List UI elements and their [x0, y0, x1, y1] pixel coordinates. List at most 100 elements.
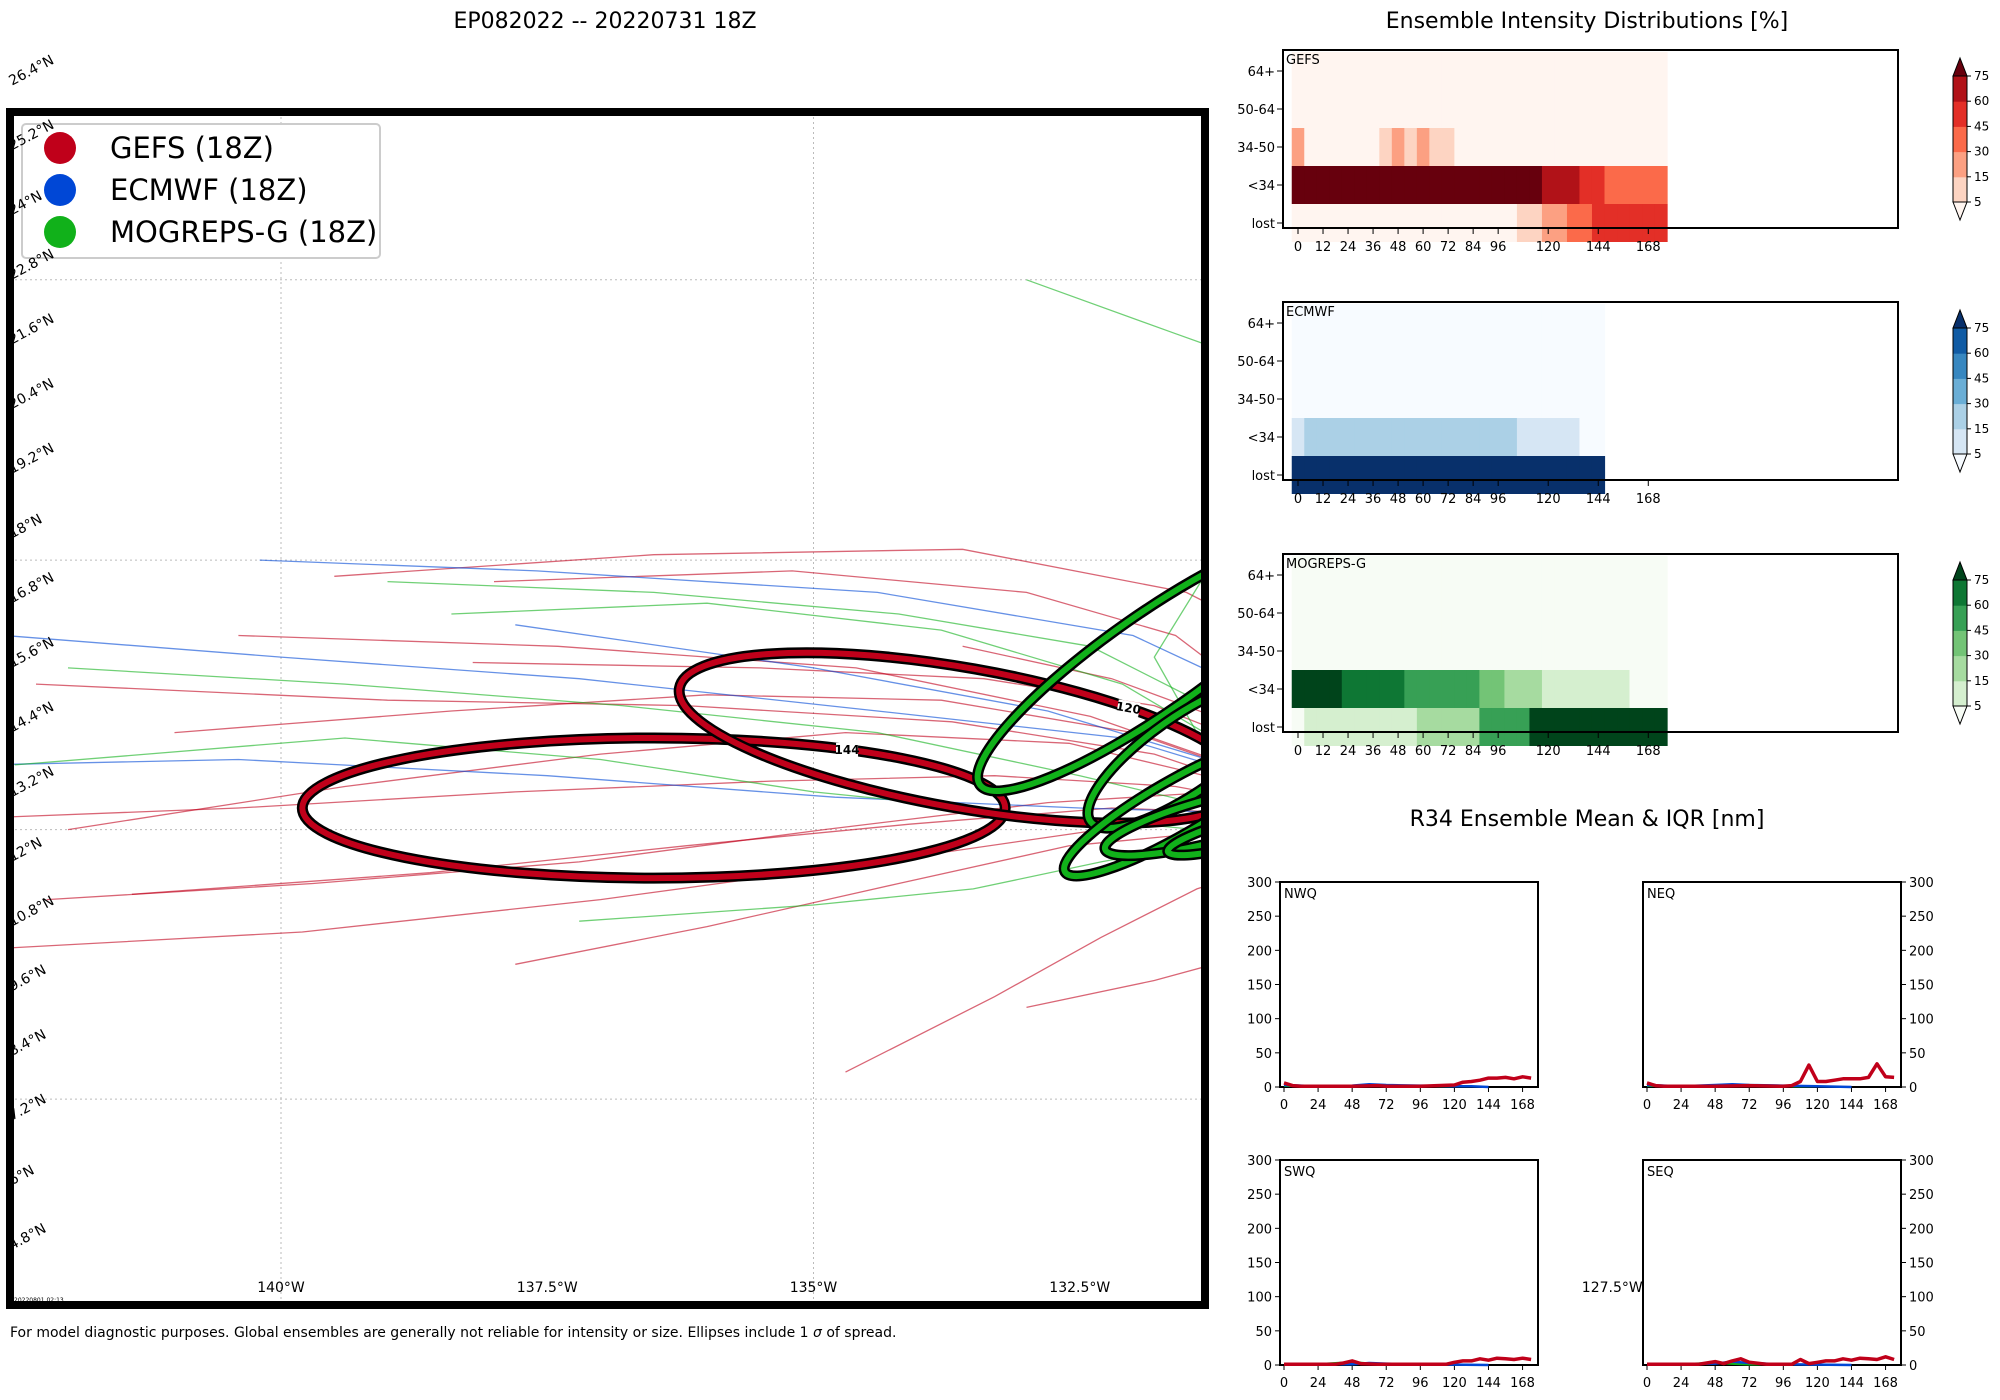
heatmap-cell	[1466, 380, 1480, 418]
heatmap-cell	[1354, 670, 1368, 708]
heatmap-cell	[1416, 204, 1430, 242]
heatmap-cell	[1629, 90, 1643, 128]
gefs-ellipse-0: 0	[1303, 820, 1388, 857]
heatmap-cell	[1341, 708, 1355, 746]
gefs-ellipse-label-144: 144	[835, 743, 860, 757]
heatmap-cell	[1491, 594, 1506, 632]
gefs-ellipse-outline-12	[1290, 788, 1402, 849]
heatmap-cell	[1529, 380, 1543, 418]
mogreps-ellipse-72: 72	[972, 528, 1238, 797]
heatmap-cell	[1629, 52, 1643, 90]
r34-x-tick-label: 0	[1643, 1376, 1651, 1391]
heatmap-cell	[1617, 632, 1631, 670]
heatmap-cell	[1291, 594, 1305, 632]
r34-frame	[1279, 1159, 1539, 1366]
mogreps-ellipse-label-72: 72	[1216, 552, 1238, 573]
heatmap-cell	[1429, 52, 1443, 90]
gefs-ellipse-label-bg-12	[1360, 787, 1384, 805]
heatmap-cell	[1541, 166, 1556, 204]
mogreps-ellipse-fill-72	[974, 531, 1205, 794]
heatmap-cell	[1291, 166, 1305, 204]
heatmap-cell	[1316, 556, 1330, 594]
x-tick-label: 84	[1465, 492, 1482, 507]
x-tick-label: 120	[1536, 744, 1561, 759]
gefs-track-9	[845, 885, 1205, 1073]
heatmap-cell	[1441, 304, 1455, 342]
lon-tick-label-2: 135°W	[790, 1280, 838, 1296]
r34-y-tick-label: 100	[1909, 1291, 1934, 1306]
heatmap-panel-label: GEFS	[1286, 53, 1320, 68]
gefs-track-8	[515, 832, 1205, 965]
heatmap-cell	[1441, 342, 1455, 380]
heatmap-cell	[1429, 304, 1443, 342]
lon-tick-label-5: 127.5°W	[1582, 1280, 1643, 1296]
heatmap-cell	[1529, 90, 1543, 128]
r34-frame	[1279, 881, 1539, 1088]
colorbar-tick-label: 30	[1974, 649, 1989, 663]
heatmap-cell	[1291, 670, 1305, 708]
heatmap-cell	[1554, 128, 1568, 166]
heatmap-cell	[1504, 594, 1518, 632]
gefs-track-20	[1026, 966, 1205, 1009]
heatmap-cell	[1291, 128, 1305, 166]
gefs-track-19	[238, 634, 1205, 757]
heatmap-cell	[1429, 166, 1443, 204]
heatmap-cell	[1291, 708, 1305, 746]
heatmap-cell	[1466, 90, 1480, 128]
heatmap-cell	[1466, 128, 1480, 166]
heatmap-cell	[1416, 90, 1430, 128]
heatmap-cell	[1642, 556, 1656, 594]
mogreps-ellipse-label-48: 48	[1210, 681, 1232, 702]
heatmap-cell	[1429, 204, 1443, 242]
r34-panel-seq: SEQ 300 250 200 150 100 50 0 0 24 48 72 96 120 144 168	[1642, 1154, 1934, 1391]
legend-label-1: ECMWF (18Z)	[110, 173, 308, 207]
heatmap-cell	[1454, 342, 1468, 380]
heatmap-cell	[1341, 204, 1355, 242]
heatmap-cell	[1541, 52, 1556, 90]
heatmap-cell	[1541, 456, 1556, 494]
heatmap-cell	[1566, 90, 1581, 128]
mogreps-track-5	[579, 842, 1205, 922]
gefs-track-14	[67, 731, 1205, 831]
heatmap-cell	[1316, 90, 1330, 128]
colorbar-segment	[1953, 680, 1967, 707]
heatmap-cell	[1391, 128, 1405, 166]
heatmap-cell	[1329, 90, 1343, 128]
heatmap-cell	[1341, 632, 1355, 670]
heatmap-cell	[1491, 670, 1506, 708]
heatmap-cell	[1316, 204, 1330, 242]
r34-y-tick-label: 200	[1909, 1222, 1934, 1237]
r34-y-tick-label: 200	[1247, 944, 1272, 959]
heatmap-cell	[1404, 708, 1418, 746]
heatmap-cell	[1591, 380, 1606, 418]
heatmap-cell	[1566, 632, 1581, 670]
r34-y-tick-label: 50	[1909, 1325, 1926, 1340]
heatmap-cell	[1479, 342, 1493, 380]
r34-gefs-line	[1283, 1075, 1532, 1089]
r34-title: R34 Ensemble Mean & IQR [nm]	[1410, 807, 1765, 832]
heatmap-cell	[1629, 632, 1643, 670]
r34-x-tick-label: 96	[1412, 1098, 1429, 1113]
heatmap-cell	[1541, 90, 1556, 128]
heatmap-cell	[1566, 52, 1581, 90]
heatmap-cell	[1391, 556, 1405, 594]
r34-gefs-line	[1647, 1355, 1895, 1367]
heatmap-cell	[1479, 204, 1493, 242]
r34-frame	[1642, 881, 1902, 1088]
heatmap-cell	[1604, 90, 1618, 128]
heatmap-cell	[1454, 304, 1468, 342]
x-tick-label: 0	[1294, 240, 1302, 255]
heatmap-cell	[1466, 556, 1480, 594]
heatmap-cell	[1642, 52, 1656, 90]
heatmap-cell	[1429, 708, 1443, 746]
row-label: 50-64	[1237, 103, 1275, 118]
heatmap-cell	[1642, 594, 1656, 632]
heatmap-cell	[1354, 632, 1368, 670]
r34-x-tick-label: 48	[1707, 1098, 1724, 1113]
heatmap-cell	[1541, 342, 1556, 380]
heatmap-cell	[1304, 632, 1318, 670]
x-tick-label: 144	[1586, 240, 1611, 255]
heatmap-cell	[1591, 342, 1606, 380]
heatmap-cell	[1329, 456, 1343, 494]
heatmap-cell	[1654, 90, 1668, 128]
